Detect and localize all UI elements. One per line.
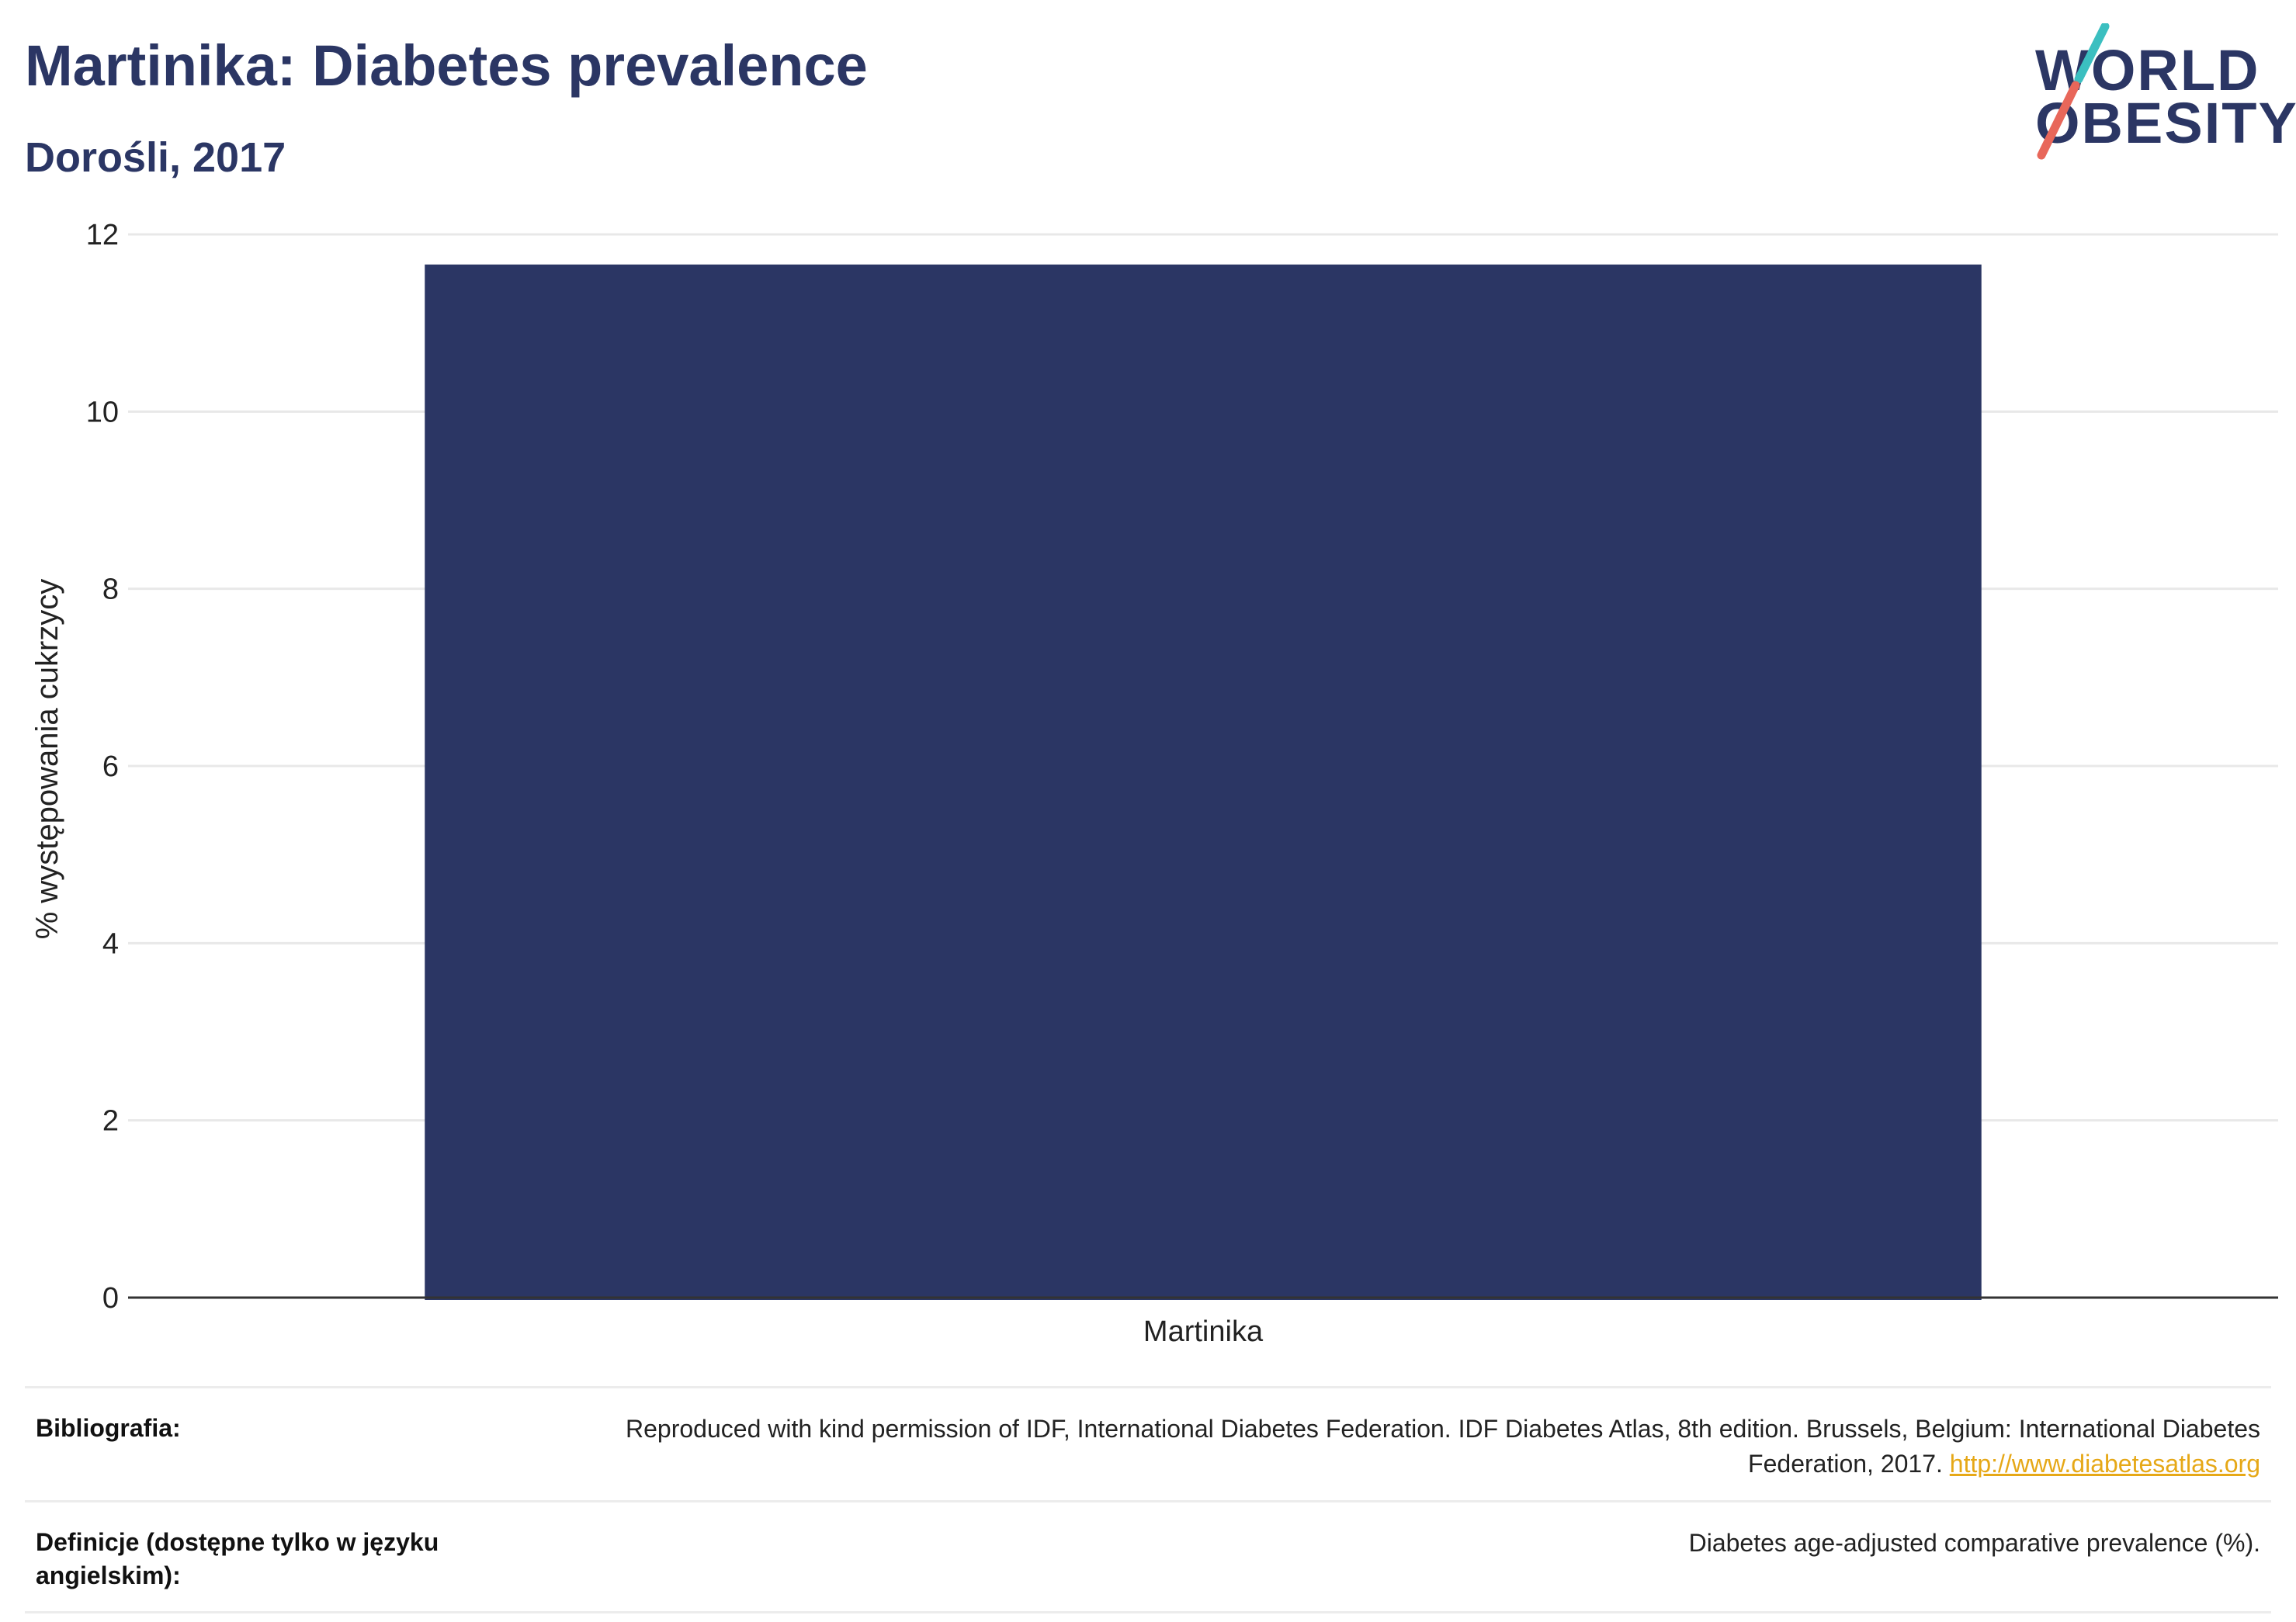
bibliography-label: Bibliografia: bbox=[36, 1414, 181, 1442]
y-axis-label: % występowania cukrzycy bbox=[30, 579, 64, 940]
y-tick-label: 0 bbox=[102, 1282, 119, 1315]
info-table: Bibliografia: Reproduced with kind permi… bbox=[25, 1386, 2271, 1613]
bibliography-link[interactable]: http://www.diabetesatlas.org bbox=[1949, 1449, 2260, 1478]
y-axis-ticks: 0 2 4 6 8 10 12 bbox=[86, 219, 119, 1315]
y-tick-label: 4 bbox=[102, 927, 119, 960]
bars bbox=[425, 264, 1982, 1300]
bar-martinika[interactable] bbox=[425, 264, 1982, 1300]
definition-label: Definicje (dostępne tylko w języku angie… bbox=[36, 1527, 439, 1589]
y-tick-label: 2 bbox=[102, 1105, 119, 1138]
bibliography-text: Reproduced with kind permission of IDF, … bbox=[626, 1415, 2260, 1478]
chart-title: Martinika: Diabetes prevalence bbox=[25, 33, 868, 98]
y-tick-label: 8 bbox=[102, 574, 119, 606]
chart-subtitle: Dorośli, 2017 bbox=[25, 134, 286, 181]
world-obesity-logo[interactable]: WORLD OBESITY bbox=[2026, 23, 2296, 163]
bibliography-value: Reproduced with kind permission of IDF, … bbox=[517, 1412, 2260, 1482]
y-tick-label: 12 bbox=[86, 219, 119, 251]
logo-slash-bottom bbox=[2037, 81, 2080, 160]
logo-line-2: OBESITY bbox=[2035, 91, 2296, 155]
x-tick-label: Martinika bbox=[1143, 1315, 1264, 1348]
logo-slash-icon bbox=[2037, 23, 2110, 160]
x-axis-ticks: Martinika bbox=[1143, 1315, 1264, 1348]
definition-row: Definicje (dostępne tylko w języku angie… bbox=[25, 1499, 2271, 1613]
y-tick-label: 6 bbox=[102, 750, 119, 783]
y-tick-label: 10 bbox=[86, 396, 119, 428]
bibliography-row: Bibliografia: Reproduced with kind permi… bbox=[25, 1386, 2271, 1500]
bar-chart: 0 2 4 6 8 10 12 Martinika % występowania cukrz… bbox=[30, 219, 2278, 1348]
definition-value: Diabetes age-adjusted comparative preval… bbox=[1688, 1528, 2260, 1557]
logo-slash-top bbox=[2074, 23, 2110, 84]
